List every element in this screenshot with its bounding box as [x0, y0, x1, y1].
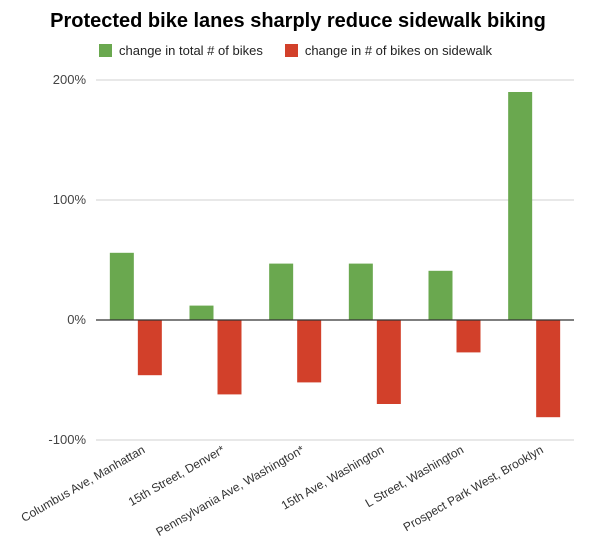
x-tick-label: Prospect Park West, Brooklyn — [401, 442, 546, 534]
bar — [217, 320, 242, 395]
legend: change in total # of bikes change in # o… — [99, 43, 514, 58]
bar — [536, 320, 561, 418]
bar — [109, 252, 134, 320]
y-tick-label: -100% — [48, 432, 86, 447]
legend-label-total: change in total # of bikes — [119, 43, 263, 58]
bar — [376, 320, 401, 404]
bar — [269, 263, 294, 320]
bar — [348, 263, 373, 320]
y-tick-label: 0% — [67, 312, 86, 327]
legend-swatch-total — [99, 44, 112, 57]
bar — [137, 320, 162, 376]
legend-swatch-sidewalk — [284, 44, 298, 57]
y-tick-label: 100% — [53, 192, 87, 207]
bar — [508, 92, 533, 320]
legend-item-sidewalk[interactable]: change in # of bikes on sidewalk — [284, 43, 493, 58]
x-tick-label: Pennsylvania Ave, Washington* — [153, 442, 306, 539]
bar — [189, 305, 214, 320]
bar — [456, 320, 481, 353]
y-tick-label: 200% — [53, 72, 87, 87]
bar — [428, 270, 453, 320]
legend-item-total[interactable]: change in total # of bikes — [99, 43, 263, 58]
x-tick-label: Columbus Ave, Manhattan — [19, 442, 148, 524]
chart-title: Protected bike lanes sharply reduce side… — [50, 10, 546, 32]
legend-label-sidewalk: change in # of bikes on sidewalk — [304, 43, 493, 58]
bar — [297, 320, 322, 383]
